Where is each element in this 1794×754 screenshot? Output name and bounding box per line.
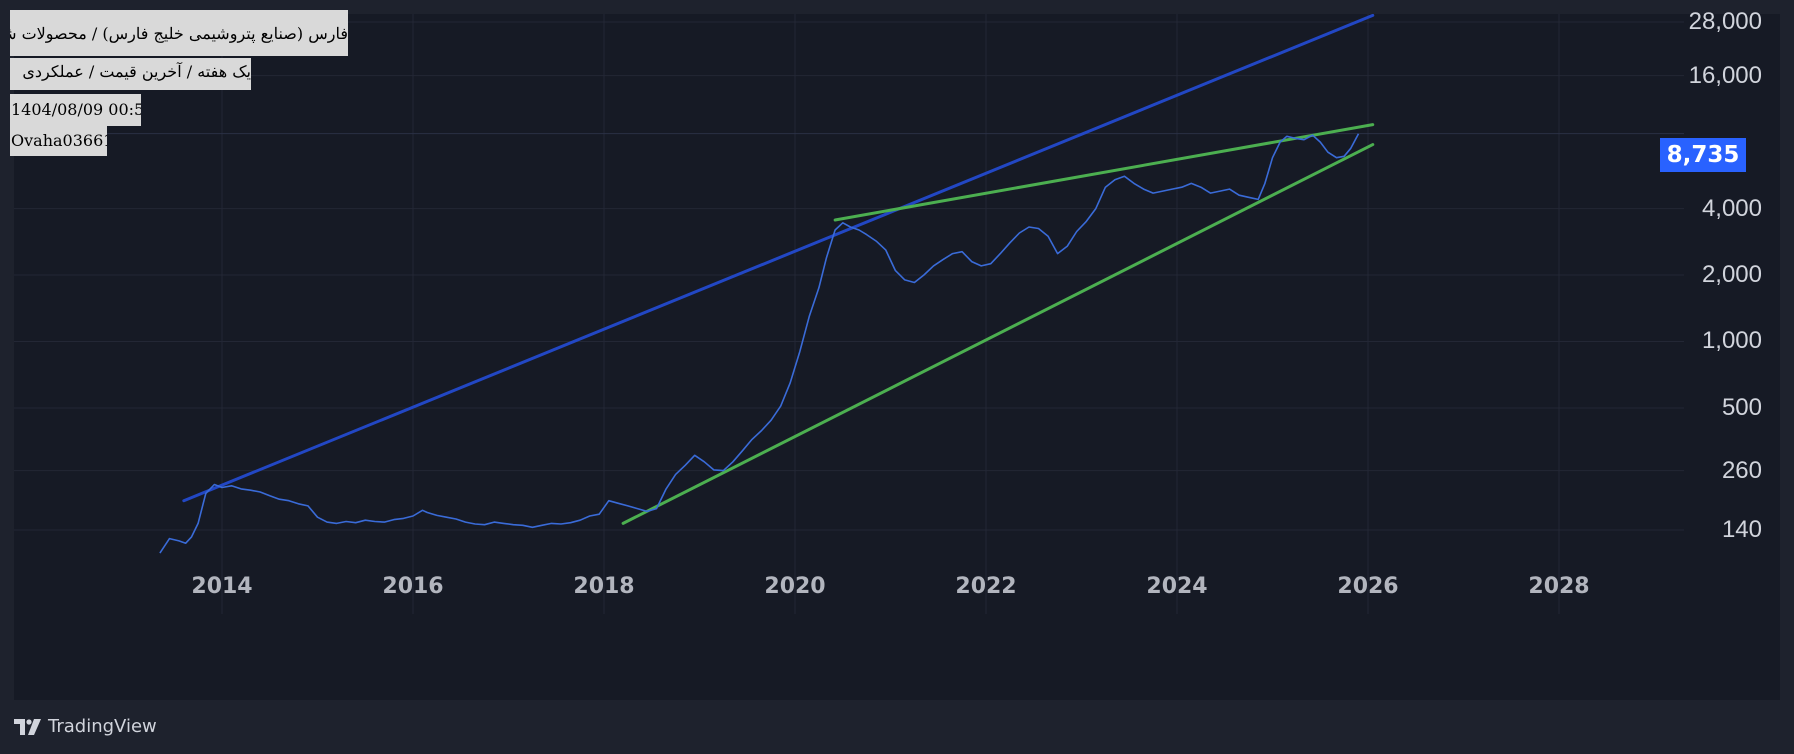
x-tick-label: 2024 [1146,574,1208,599]
y-tick-label: 4,000 [1701,194,1762,222]
y-tick-label: 2,000 [1701,261,1762,289]
x-tick-label: 2018 [573,574,635,599]
tradingview-logo[interactable]: TradingView [14,716,157,737]
grid [14,14,1684,614]
price-series-line [159,133,1360,554]
timestamp: 1404/08/09 00:52 [10,94,141,126]
y-tick-label: 1,000 [1701,327,1762,355]
y-tick-label: 16,000 [1688,61,1762,89]
x-tick-label: 2014 [191,574,253,599]
trendline-wedge-bottom [621,143,1375,525]
interval-info: یک هفته / آخرین قیمت / عملکردی [10,58,251,90]
y-tick-label: 28,000 [1688,8,1762,35]
trendline-channel-top [182,14,1375,503]
x-tick-label: 2016 [382,574,444,599]
price-chart[interactable] [14,14,1780,700]
x-tick-label: 2022 [955,574,1017,599]
x-tick-label: 2026 [1337,574,1399,599]
x-tick-label: 2028 [1528,574,1590,599]
chart-area[interactable]: 28,000 16,000 4,000 2,000 1,000 500 260 140 201… [14,8,1780,700]
tradingview-logo-icon [14,718,41,735]
y-tick-label: 500 [1721,393,1762,421]
last-price-badge: 8,735 [1660,138,1746,172]
symbol-title: فارس (صنایع پتروشیمی خلیج فارس) / محصولا… [10,10,348,56]
author-name: Ovaha03661 [10,126,107,156]
y-tick-label: 260 [1721,456,1762,484]
x-tick-label: 2020 [764,574,826,599]
tradingview-logo-text: TradingView [48,716,157,737]
y-tick-label: 140 [1721,516,1762,543]
trendline-wedge-top [833,123,1375,222]
